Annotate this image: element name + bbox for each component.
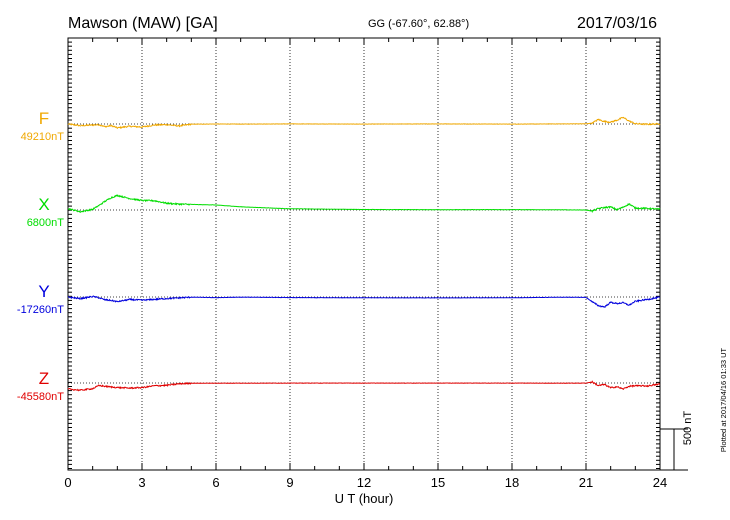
y-minor-ticks bbox=[68, 37, 660, 469]
x-tick-label: 6 bbox=[212, 475, 219, 490]
label-f: F bbox=[39, 109, 49, 128]
x-tick-label: 9 bbox=[286, 475, 293, 490]
x-tick-label: 0 bbox=[64, 475, 71, 490]
baseline-value-z: -45580nT bbox=[17, 391, 64, 403]
plot-date: 2017/03/16 bbox=[577, 15, 657, 32]
grid-lines bbox=[141, 38, 587, 470]
station-coordinates: GG (-67.60°, 62.88°) bbox=[368, 18, 469, 30]
x-axis-label: U T (hour) bbox=[335, 491, 394, 506]
plotted-timestamp: Plotted at 2017/04/16 01:33 UT bbox=[719, 347, 728, 452]
trace-x bbox=[68, 194, 661, 213]
x-axis-ticks bbox=[67, 38, 661, 470]
label-y: Y bbox=[38, 282, 49, 301]
label-z: Z bbox=[39, 369, 49, 388]
component-traces bbox=[67, 116, 661, 392]
x-tick-label: 24 bbox=[653, 475, 667, 490]
x-axis-tick-labels: 0 3 6 9 12 15 18 21 24 bbox=[64, 475, 667, 490]
trace-z bbox=[67, 380, 661, 392]
station-title: Mawson (MAW) [GA] bbox=[68, 15, 218, 32]
trace-f bbox=[67, 116, 661, 130]
label-x: X bbox=[38, 195, 49, 214]
baseline-value-x: 6800nT bbox=[27, 217, 65, 229]
x-tick-label: 15 bbox=[431, 475, 445, 490]
x-tick-label: 3 bbox=[138, 475, 145, 490]
trace-y bbox=[67, 295, 661, 309]
scale-bar: 500 nT bbox=[660, 411, 694, 471]
x-tick-label: 12 bbox=[357, 475, 371, 490]
scale-bar-label: 500 nT bbox=[682, 411, 694, 446]
x-tick-label: 21 bbox=[579, 475, 593, 490]
x-tick-label: 18 bbox=[505, 475, 519, 490]
component-labels: F 49210nT X 6800nT Y -17260nT Z -45580nT bbox=[17, 109, 64, 403]
baseline-value-f: 49210nT bbox=[21, 131, 65, 143]
baseline-value-y: -17260nT bbox=[17, 304, 64, 316]
